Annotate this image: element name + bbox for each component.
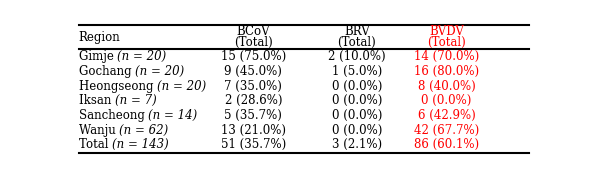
Text: 3 (2.1%): 3 (2.1%) [331, 138, 382, 151]
Text: 14 (70.0%): 14 (70.0%) [414, 50, 479, 63]
Text: Region: Region [79, 31, 120, 44]
Text: (Total): (Total) [337, 36, 376, 49]
Text: 0 (0.0%): 0 (0.0%) [331, 124, 382, 137]
Text: 86 (60.1%): 86 (60.1%) [414, 138, 479, 151]
Text: BCoV: BCoV [237, 25, 270, 38]
Text: Sancheong: Sancheong [79, 109, 148, 122]
Text: (n = 7): (n = 7) [115, 94, 157, 107]
Text: 1 (5.0%): 1 (5.0%) [331, 65, 382, 78]
Text: (n = 14): (n = 14) [148, 109, 197, 122]
Text: Iksan: Iksan [79, 94, 115, 107]
Text: 7 (35.0%): 7 (35.0%) [224, 80, 282, 93]
Text: 0 (0.0%): 0 (0.0%) [331, 94, 382, 107]
Text: (n = 20): (n = 20) [117, 50, 167, 63]
Text: Gochang: Gochang [79, 65, 135, 78]
Text: BVDV: BVDV [429, 25, 464, 38]
Text: 9 (45.0%): 9 (45.0%) [224, 65, 282, 78]
Text: 5 (35.7%): 5 (35.7%) [224, 109, 282, 122]
Text: 13 (21.0%): 13 (21.0%) [221, 124, 286, 137]
Text: (n = 20): (n = 20) [157, 80, 206, 93]
Text: Wanju: Wanju [79, 124, 119, 137]
Text: 2 (10.0%): 2 (10.0%) [328, 50, 385, 63]
Text: 0 (0.0%): 0 (0.0%) [331, 80, 382, 93]
Text: 16 (80.0%): 16 (80.0%) [414, 65, 479, 78]
Text: 0 (0.0%): 0 (0.0%) [421, 94, 471, 107]
Text: 0 (0.0%): 0 (0.0%) [331, 109, 382, 122]
Text: (n = 20): (n = 20) [135, 65, 184, 78]
Text: 42 (67.7%): 42 (67.7%) [414, 124, 479, 137]
Text: 2 (28.6%): 2 (28.6%) [225, 94, 282, 107]
Text: Heongseong: Heongseong [79, 80, 157, 93]
Text: BRV: BRV [344, 25, 369, 38]
Text: 6 (42.9%): 6 (42.9%) [417, 109, 475, 122]
Text: (n = 143): (n = 143) [112, 138, 169, 151]
Text: (Total): (Total) [427, 36, 466, 49]
Text: Total: Total [79, 138, 112, 151]
Text: Gimje: Gimje [79, 50, 117, 63]
Text: (n = 62): (n = 62) [119, 124, 168, 137]
Text: 15 (75.0%): 15 (75.0%) [221, 50, 286, 63]
Text: (Total): (Total) [234, 36, 273, 49]
Text: 51 (35.7%): 51 (35.7%) [221, 138, 286, 151]
Text: 8 (40.0%): 8 (40.0%) [417, 80, 475, 93]
